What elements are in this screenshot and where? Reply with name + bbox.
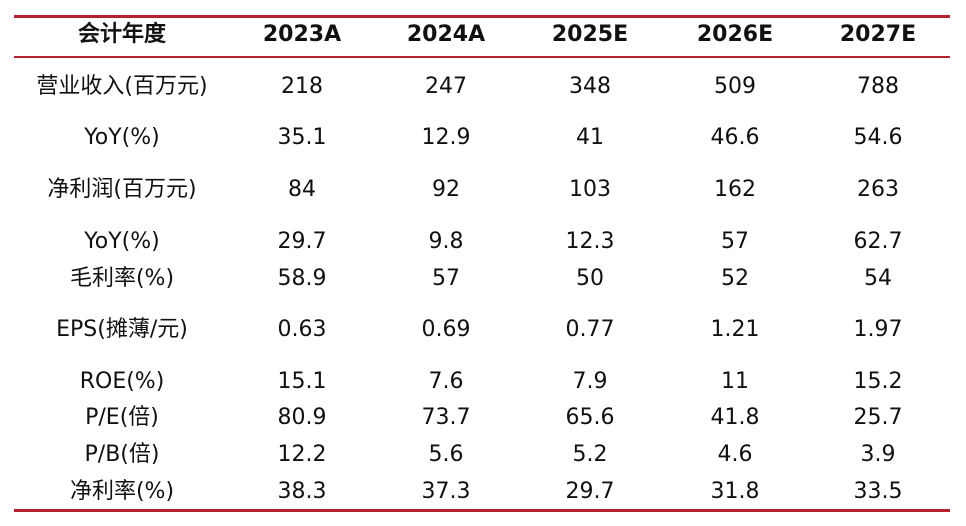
table-cell-value: 788 [857,74,899,99]
table-cell-value: 84 [288,177,316,202]
table-cell-value: 73.7 [421,405,471,430]
table-cell-value: 11 [721,369,749,394]
table-cell-value: 12.2 [277,442,327,467]
table-cell-value: 58.9 [277,266,327,291]
table-cell-value: 5.6 [428,442,464,467]
table-cell-value: 15.1 [277,369,327,394]
row-label: 净利率(%) [69,479,175,504]
table-cell-value: 54.6 [853,125,903,150]
table-cell-value: 5.2 [572,442,608,467]
table-cell-value: 1.21 [710,317,760,342]
table-cell-value: 263 [857,177,899,202]
table-cell-value: 54 [864,266,892,291]
table-cell-value: 57 [432,266,460,291]
table-cell-value: 41.8 [710,405,760,430]
table-bottom-rule [14,509,950,512]
table-cell-value: 12.3 [565,229,615,254]
row-label: P/B(倍) [84,442,160,467]
table-cell-value: 29.7 [565,479,615,504]
table-cell-value: 31.8 [710,479,760,504]
row-label: YoY(%) [84,229,160,254]
table-cell-value: 348 [569,74,611,99]
table-cell-value: 7.6 [428,369,464,394]
header-cell-year: 2025E [551,22,629,47]
table-cell-value: 35.1 [277,125,327,150]
table-cell-value: 3.9 [860,442,896,467]
table-cell-value: 62.7 [853,229,903,254]
table-cell-value: 509 [714,74,756,99]
table-top-rule [14,15,950,18]
row-label: EPS(摊薄/元) [56,317,188,342]
table-cell-value: 46.6 [710,125,760,150]
row-label: 毛利率(%) [69,266,175,291]
table-cell-value: 33.5 [853,479,903,504]
table-cell-value: 50 [576,266,604,291]
table-header-rule [14,56,950,58]
table-cell-value: 0.63 [277,317,327,342]
table-cell-value: 1.97 [853,317,903,342]
row-label: ROE(%) [79,369,165,394]
table-cell-value: 162 [714,177,756,202]
table-cell-value: 80.9 [277,405,327,430]
table-cell-value: 12.9 [421,125,471,150]
row-label: YoY(%) [84,125,160,150]
table-cell-value: 0.69 [421,317,471,342]
header-cell-year: 2026E [696,22,774,47]
header-cell-year: 2023A [262,22,342,47]
row-label: P/E(倍) [85,405,159,430]
table-cell-value: 9.8 [428,229,464,254]
row-label: 营业收入(百万元) [36,74,208,99]
header-cell-year: 2027E [839,22,917,47]
table-cell-value: 4.6 [717,442,753,467]
table-cell-value: 37.3 [421,479,471,504]
table-cell-value: 15.2 [853,369,903,394]
header-cell-year: 2024A [406,22,486,47]
header-cell-label: 会计年度 [77,22,167,47]
table-cell-value: 25.7 [853,405,903,430]
table-cell-value: 41 [576,125,604,150]
table-cell-value: 7.9 [572,369,608,394]
table-cell-value: 0.77 [565,317,615,342]
table-cell-value: 247 [425,74,467,99]
table-cell-value: 57 [721,229,749,254]
row-label: 净利润(百万元) [47,177,197,202]
table-cell-value: 65.6 [565,405,615,430]
table-cell-value: 218 [281,74,323,99]
table-cell-value: 29.7 [277,229,327,254]
table-cell-value: 92 [432,177,460,202]
table-cell-value: 103 [569,177,611,202]
table-cell-value: 38.3 [277,479,327,504]
table-cell-value: 52 [721,266,749,291]
